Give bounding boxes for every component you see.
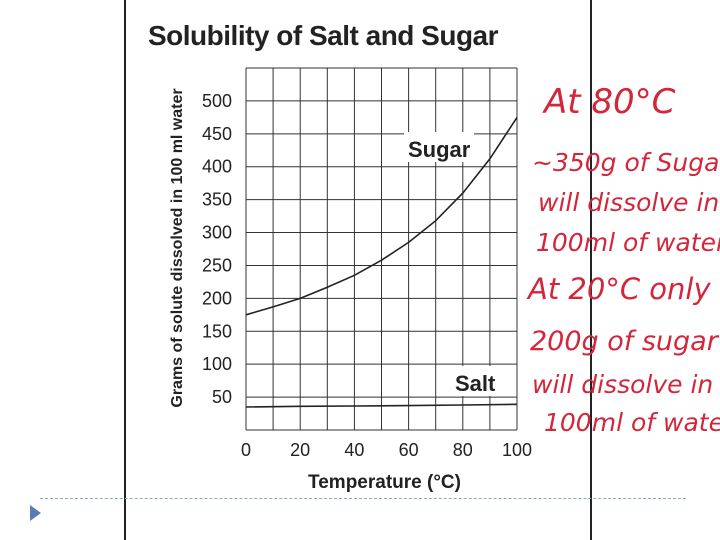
series-label-background [404,132,474,162]
series-label-background [452,366,502,396]
x-axis-label: Temperature (°C) [308,472,461,493]
x-tick-label: 0 [241,440,251,460]
y-tick-label: 100 [202,354,232,374]
y-tick-label: 350 [202,190,232,210]
x-tick-label: 40 [344,440,364,460]
annotation-line-2: ~350g of Sugar [532,148,720,177]
annotation-line-8: 100ml of water. [544,408,720,437]
x-tick-label: 80 [453,440,473,460]
annotation-line-4: 100ml of water. [536,228,720,257]
y-tick-label: 250 [202,255,232,275]
y-tick-label: 500 [202,91,232,111]
annotation-line-1: At 80°C [544,82,676,122]
annotation-line-7: will dissolve in [532,370,714,399]
y-axis-label: Grams of solute dissolved in 100 ml wate… [169,88,186,407]
slide-divider-line [40,498,686,499]
annotation-line-5: At 20°C only [528,272,711,306]
slide-bullet-arrow-icon [30,505,41,521]
y-tick-label: 50 [212,387,232,407]
series-label-sugar: Sugar [408,137,471,162]
annotation-line-6: 200g of sugar [530,326,718,357]
series-line-salt [245,403,518,408]
annotation-line-3: will dissolve in [538,188,720,217]
y-tick-label: 300 [202,223,232,243]
y-tick-label: 150 [202,321,232,341]
y-tick-label: 450 [202,124,232,144]
series-line-sugar [245,116,518,316]
chart-title: Solubility of Salt and Sugar [148,20,499,51]
y-tick-label: 400 [202,157,232,177]
x-tick-label: 100 [502,440,532,460]
chart-panel [124,0,592,540]
x-tick-label: 60 [399,440,419,460]
y-tick-label: 200 [202,288,232,308]
series-label-salt: Salt [455,371,496,396]
x-tick-label: 20 [290,440,310,460]
